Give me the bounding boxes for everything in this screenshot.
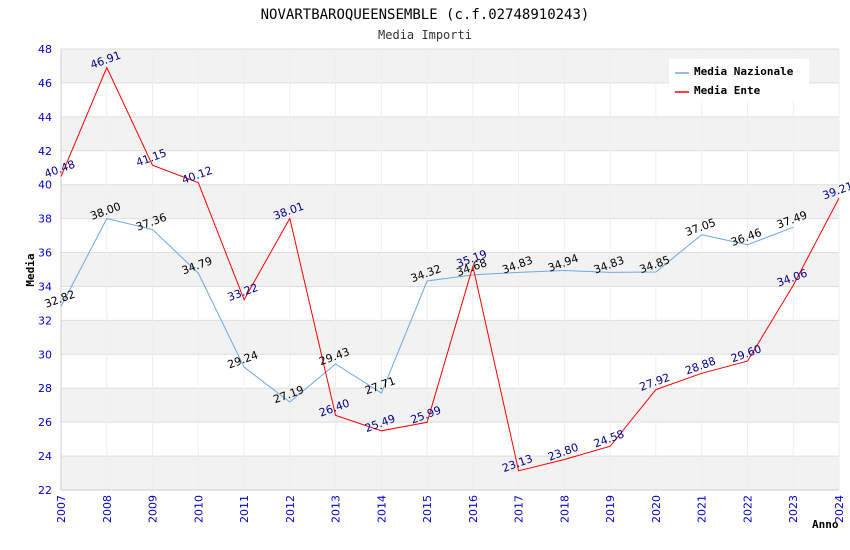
x-tick-label: 2023: [787, 495, 800, 523]
y-tick-label: 40: [38, 179, 52, 192]
x-tick-label: 2011: [238, 495, 251, 523]
x-tick-label: 2007: [55, 495, 68, 523]
grid-band: [61, 184, 839, 219]
x-tick-label: 2010: [192, 495, 205, 523]
x-tick-label: 2020: [650, 495, 663, 523]
grid-bands: [61, 49, 839, 490]
legend-box: [669, 59, 809, 101]
y-tick-label: 36: [38, 247, 52, 260]
x-tick-labels: 2007 2008 2009 2010 2011 2012 2013 2014 2015 2016…: [55, 495, 846, 523]
y-tick-label: 32: [38, 314, 52, 327]
y-tick-label: 30: [38, 348, 52, 361]
x-tick-label: 2008: [101, 495, 114, 523]
x-tick-label: 2024: [833, 495, 846, 523]
legend: Media Nazionale Media Ente: [669, 59, 809, 101]
y-tick-label: 44: [38, 111, 52, 124]
chart-title: NOVARTBAROQUEENSEMBLE (c.f.02748910243): [261, 7, 590, 23]
x-tick-label: 2015: [421, 495, 434, 523]
grid-band: [61, 218, 839, 253]
y-tick-label: 38: [38, 213, 52, 226]
y-tick-label: 48: [38, 43, 52, 56]
grid-band: [61, 422, 839, 457]
grid-lines: [60, 48, 840, 491]
y-axis-label: Media: [24, 253, 37, 286]
series-lines: [60, 66, 840, 472]
series-line-ente: [60, 66, 840, 472]
grid-band: [61, 388, 839, 423]
x-tick-label: 2012: [284, 495, 297, 523]
y-tick-label: 42: [38, 145, 52, 158]
y-tick-label: 34: [38, 280, 52, 293]
grid-band: [61, 116, 839, 151]
x-tick-label: 2009: [147, 495, 160, 523]
grid-band: [61, 354, 839, 389]
grid-band: [61, 252, 839, 287]
chart-subtitle: Media Importi: [378, 28, 472, 42]
x-tick-label: 2018: [558, 495, 571, 523]
x-tick-label: 2013: [330, 495, 343, 523]
y-tick-label: 46: [38, 77, 52, 90]
grid-band: [61, 150, 839, 185]
x-tick-label: 2017: [513, 495, 526, 523]
y-tick-label: 28: [38, 382, 52, 395]
legend-label-ente: Media Ente: [694, 84, 761, 97]
y-tick-label: 26: [38, 416, 52, 429]
grid-band: [61, 456, 839, 490]
x-axis-label: Anno: [812, 518, 839, 531]
x-tick-label: 2014: [375, 495, 388, 523]
x-tick-label: 2021: [696, 495, 709, 523]
x-tick-label: 2016: [467, 495, 480, 523]
x-tick-label: 2022: [741, 495, 754, 523]
x-tick-label: 2019: [604, 495, 617, 523]
grid-band: [61, 286, 839, 321]
y-tick-labels: 22 24 26 28 30 32 34 36 38 40 42 44 46 48: [38, 43, 52, 497]
y-tick-label: 24: [38, 450, 52, 463]
y-tick-label: 22: [38, 484, 52, 497]
grid-band: [61, 320, 839, 355]
series-line-nazionale: [60, 218, 794, 403]
legend-label-nazionale: Media Nazionale: [694, 65, 794, 78]
